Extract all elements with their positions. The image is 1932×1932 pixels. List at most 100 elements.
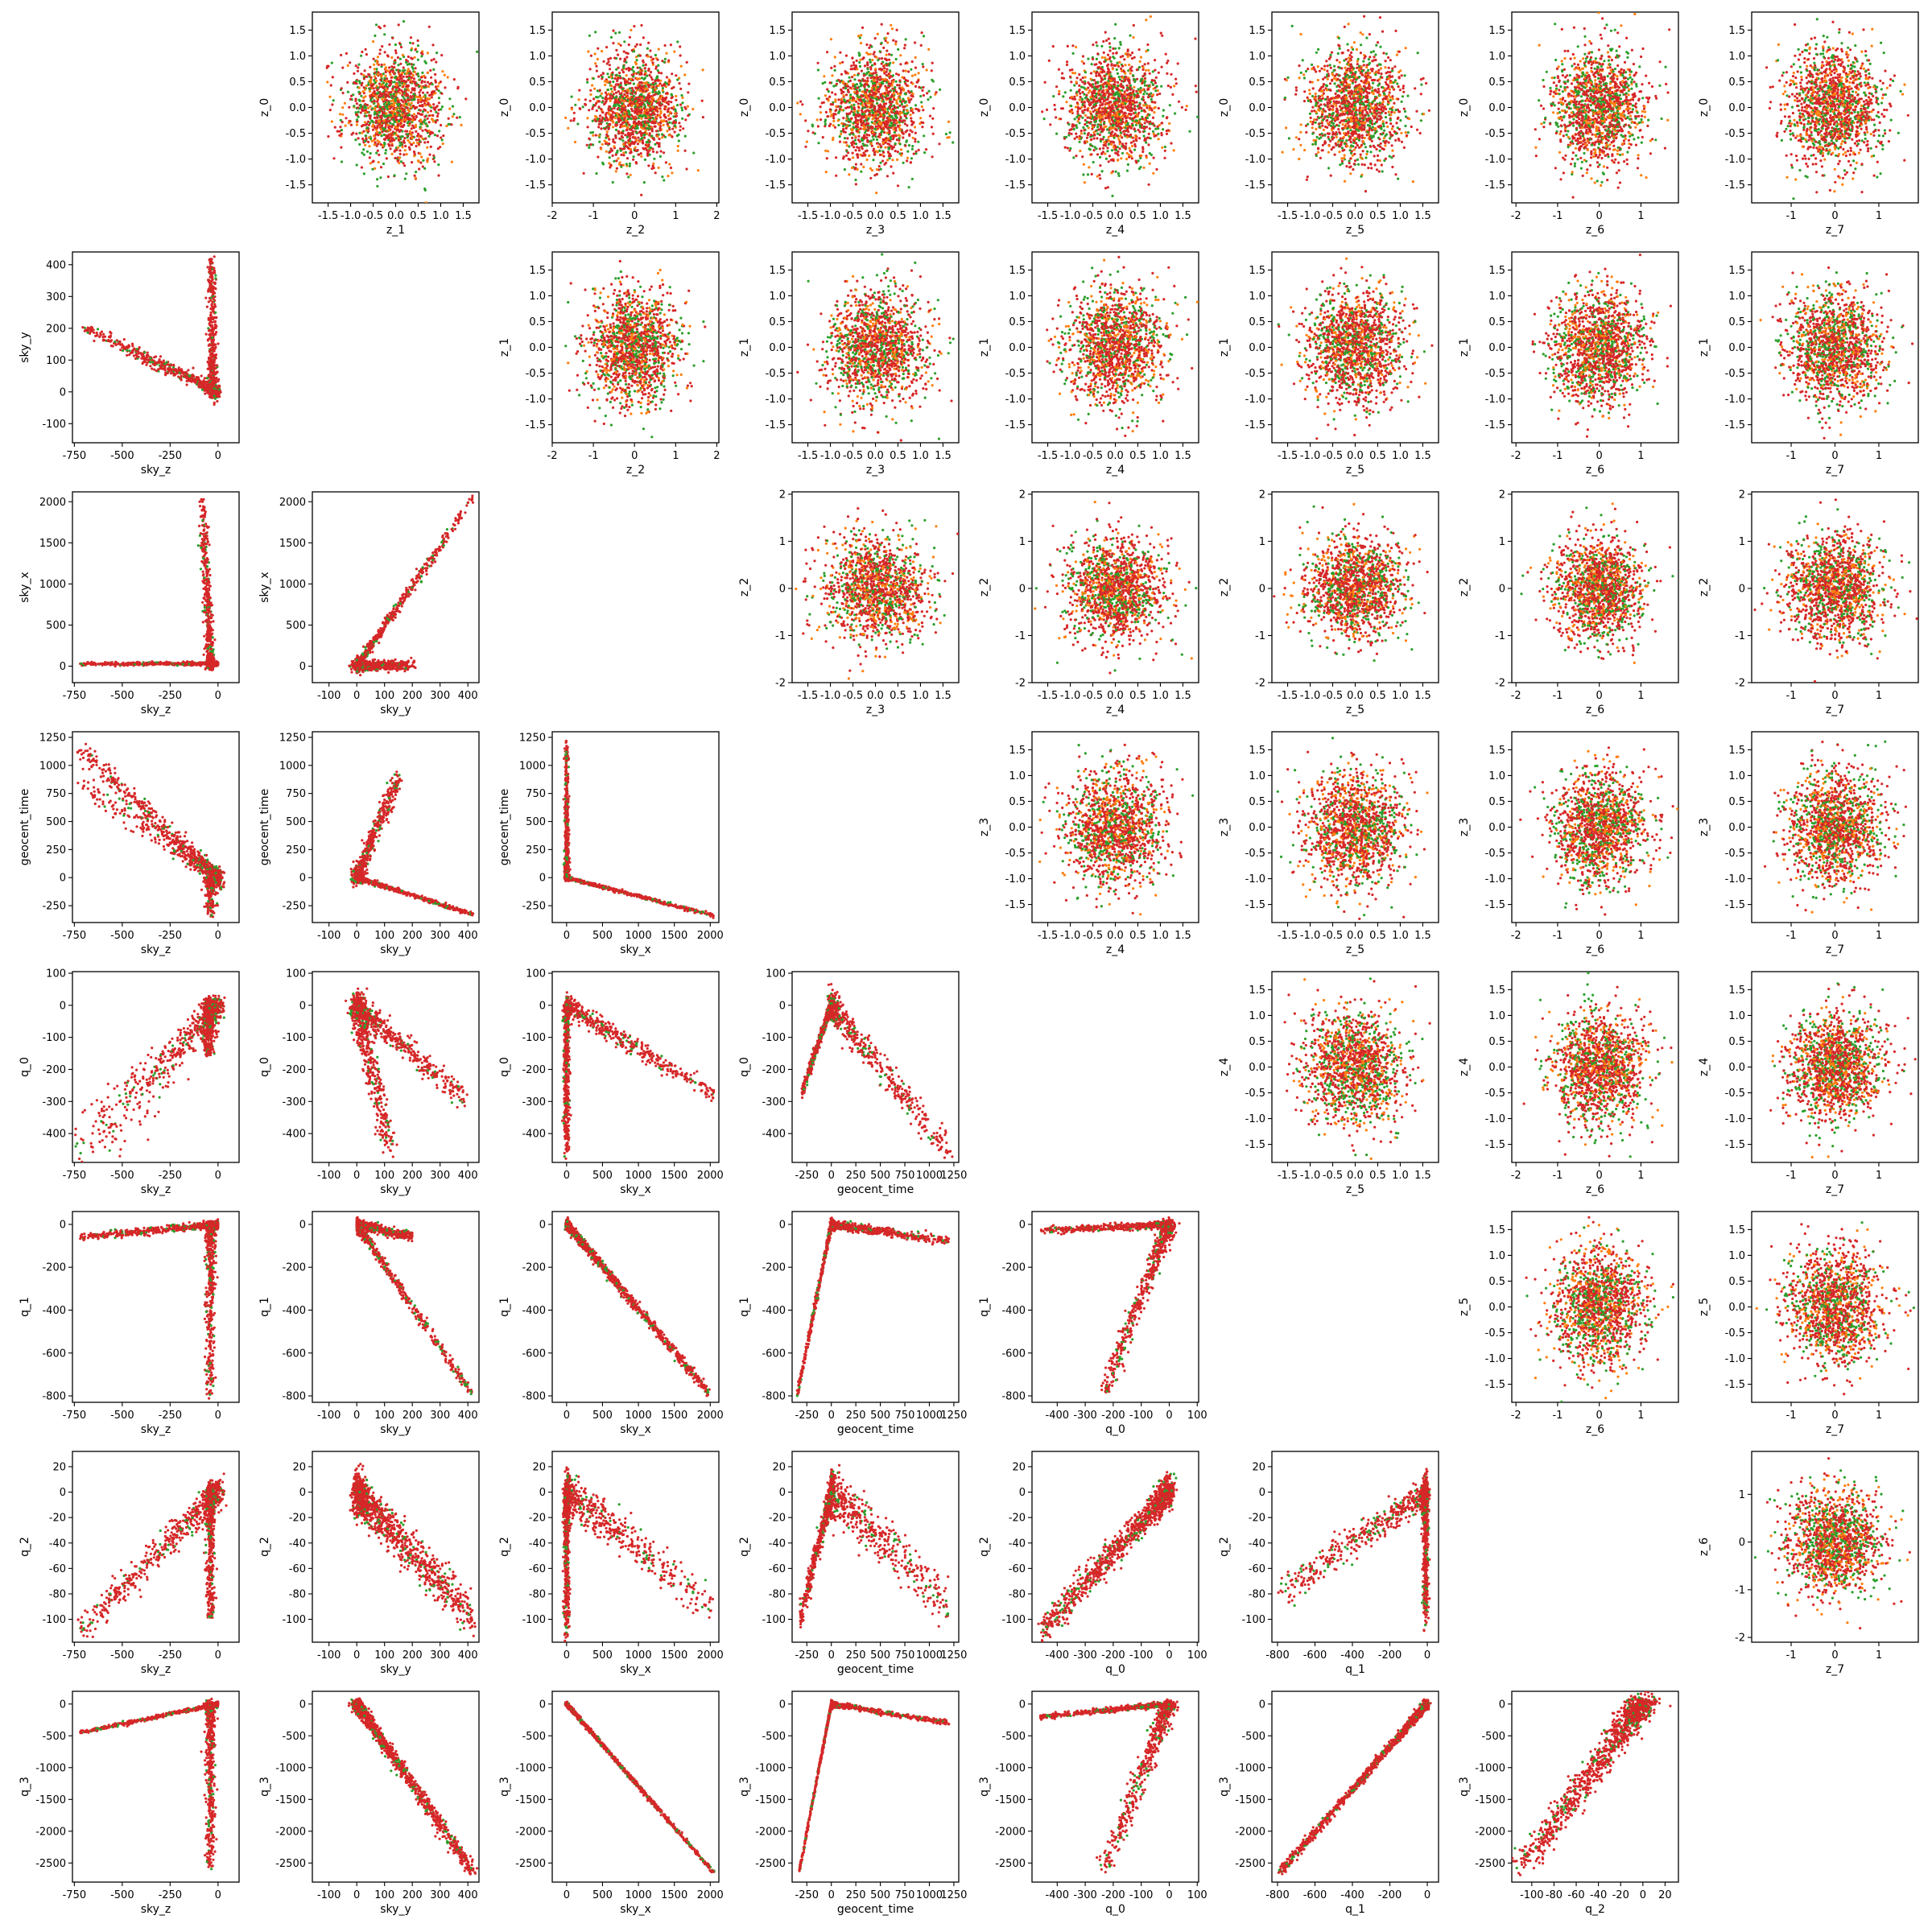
data-point [368,667,370,669]
data-point [457,514,460,516]
data-point [386,819,388,821]
data-point [154,822,156,824]
data-point [446,528,448,530]
data-point [213,866,216,869]
data-point [211,644,213,646]
data-point [202,561,204,564]
data-point [403,599,406,601]
data-point [114,791,117,794]
data-point [364,646,366,649]
data-point [210,259,213,262]
data-point [444,532,447,535]
data-point [215,891,217,894]
data-point [395,606,398,609]
data-point [76,782,79,784]
data-point [109,772,112,774]
data-point [212,620,214,622]
y-tick-label: 200 [46,323,66,335]
data-point [359,658,361,661]
data-point [118,784,120,786]
data-point [208,367,211,369]
data-point [150,357,152,360]
data-point [143,798,146,800]
data-point [403,662,406,664]
data-point [431,555,434,557]
data-point [204,866,206,869]
data-point [206,658,208,660]
data-point [171,847,174,849]
data-point [199,864,201,866]
data-point [207,559,209,561]
data-point [203,530,205,532]
data-point [416,580,419,582]
data-point [216,364,218,366]
data-point [207,626,209,629]
data-point [127,345,130,347]
data-point [196,864,198,866]
data-point [214,398,217,400]
x-tick-label: -500 [110,930,134,942]
data-point [208,322,211,324]
data-point [426,567,428,569]
data-point [205,854,208,857]
data-point [203,654,205,656]
data-point [392,613,394,615]
data-point [216,876,218,878]
data-point [197,544,200,547]
data-point [93,791,96,793]
data-point [426,573,428,576]
data-point [113,780,115,782]
data-point [212,360,214,362]
data-point [106,794,109,796]
data-point [93,795,96,798]
data-point [98,805,101,807]
data-point [405,592,407,595]
data-point [116,808,118,811]
data-point [147,800,150,803]
data-point [90,663,93,666]
data-point [390,613,392,616]
data-point [211,279,213,281]
data-point [361,652,364,654]
data-point [122,815,125,817]
data-point [109,770,111,772]
data-point [192,378,195,381]
data-point [212,650,214,653]
data-point [211,324,213,327]
data-point [419,577,421,580]
data-point [381,632,383,634]
x-tick-label: -500 [110,450,134,462]
data-point [164,369,167,371]
data-point [186,662,188,664]
data-point [202,621,204,623]
data-point [208,543,211,546]
data-point [207,647,209,650]
data-point [374,658,376,661]
data-point [101,803,104,805]
data-point [201,524,204,526]
x-tick-label: 0 [215,450,221,462]
data-point [208,300,210,303]
data-point [218,865,221,868]
data-point [431,561,433,564]
data-point [102,336,105,338]
data-point [163,820,166,823]
data-point [208,333,211,336]
data-point [185,865,188,868]
data-point [360,663,362,665]
data-point [200,532,202,535]
data-point [101,800,104,803]
data-point [93,750,96,753]
data-point [389,668,391,671]
data-point [211,274,213,276]
data-point [212,910,214,913]
data-point [358,667,361,670]
data-point [194,856,196,858]
data-point [122,349,124,352]
data-point [202,573,204,576]
data-point [118,790,121,792]
data-point [386,622,389,625]
data-point [88,768,90,770]
data-point [215,316,217,319]
